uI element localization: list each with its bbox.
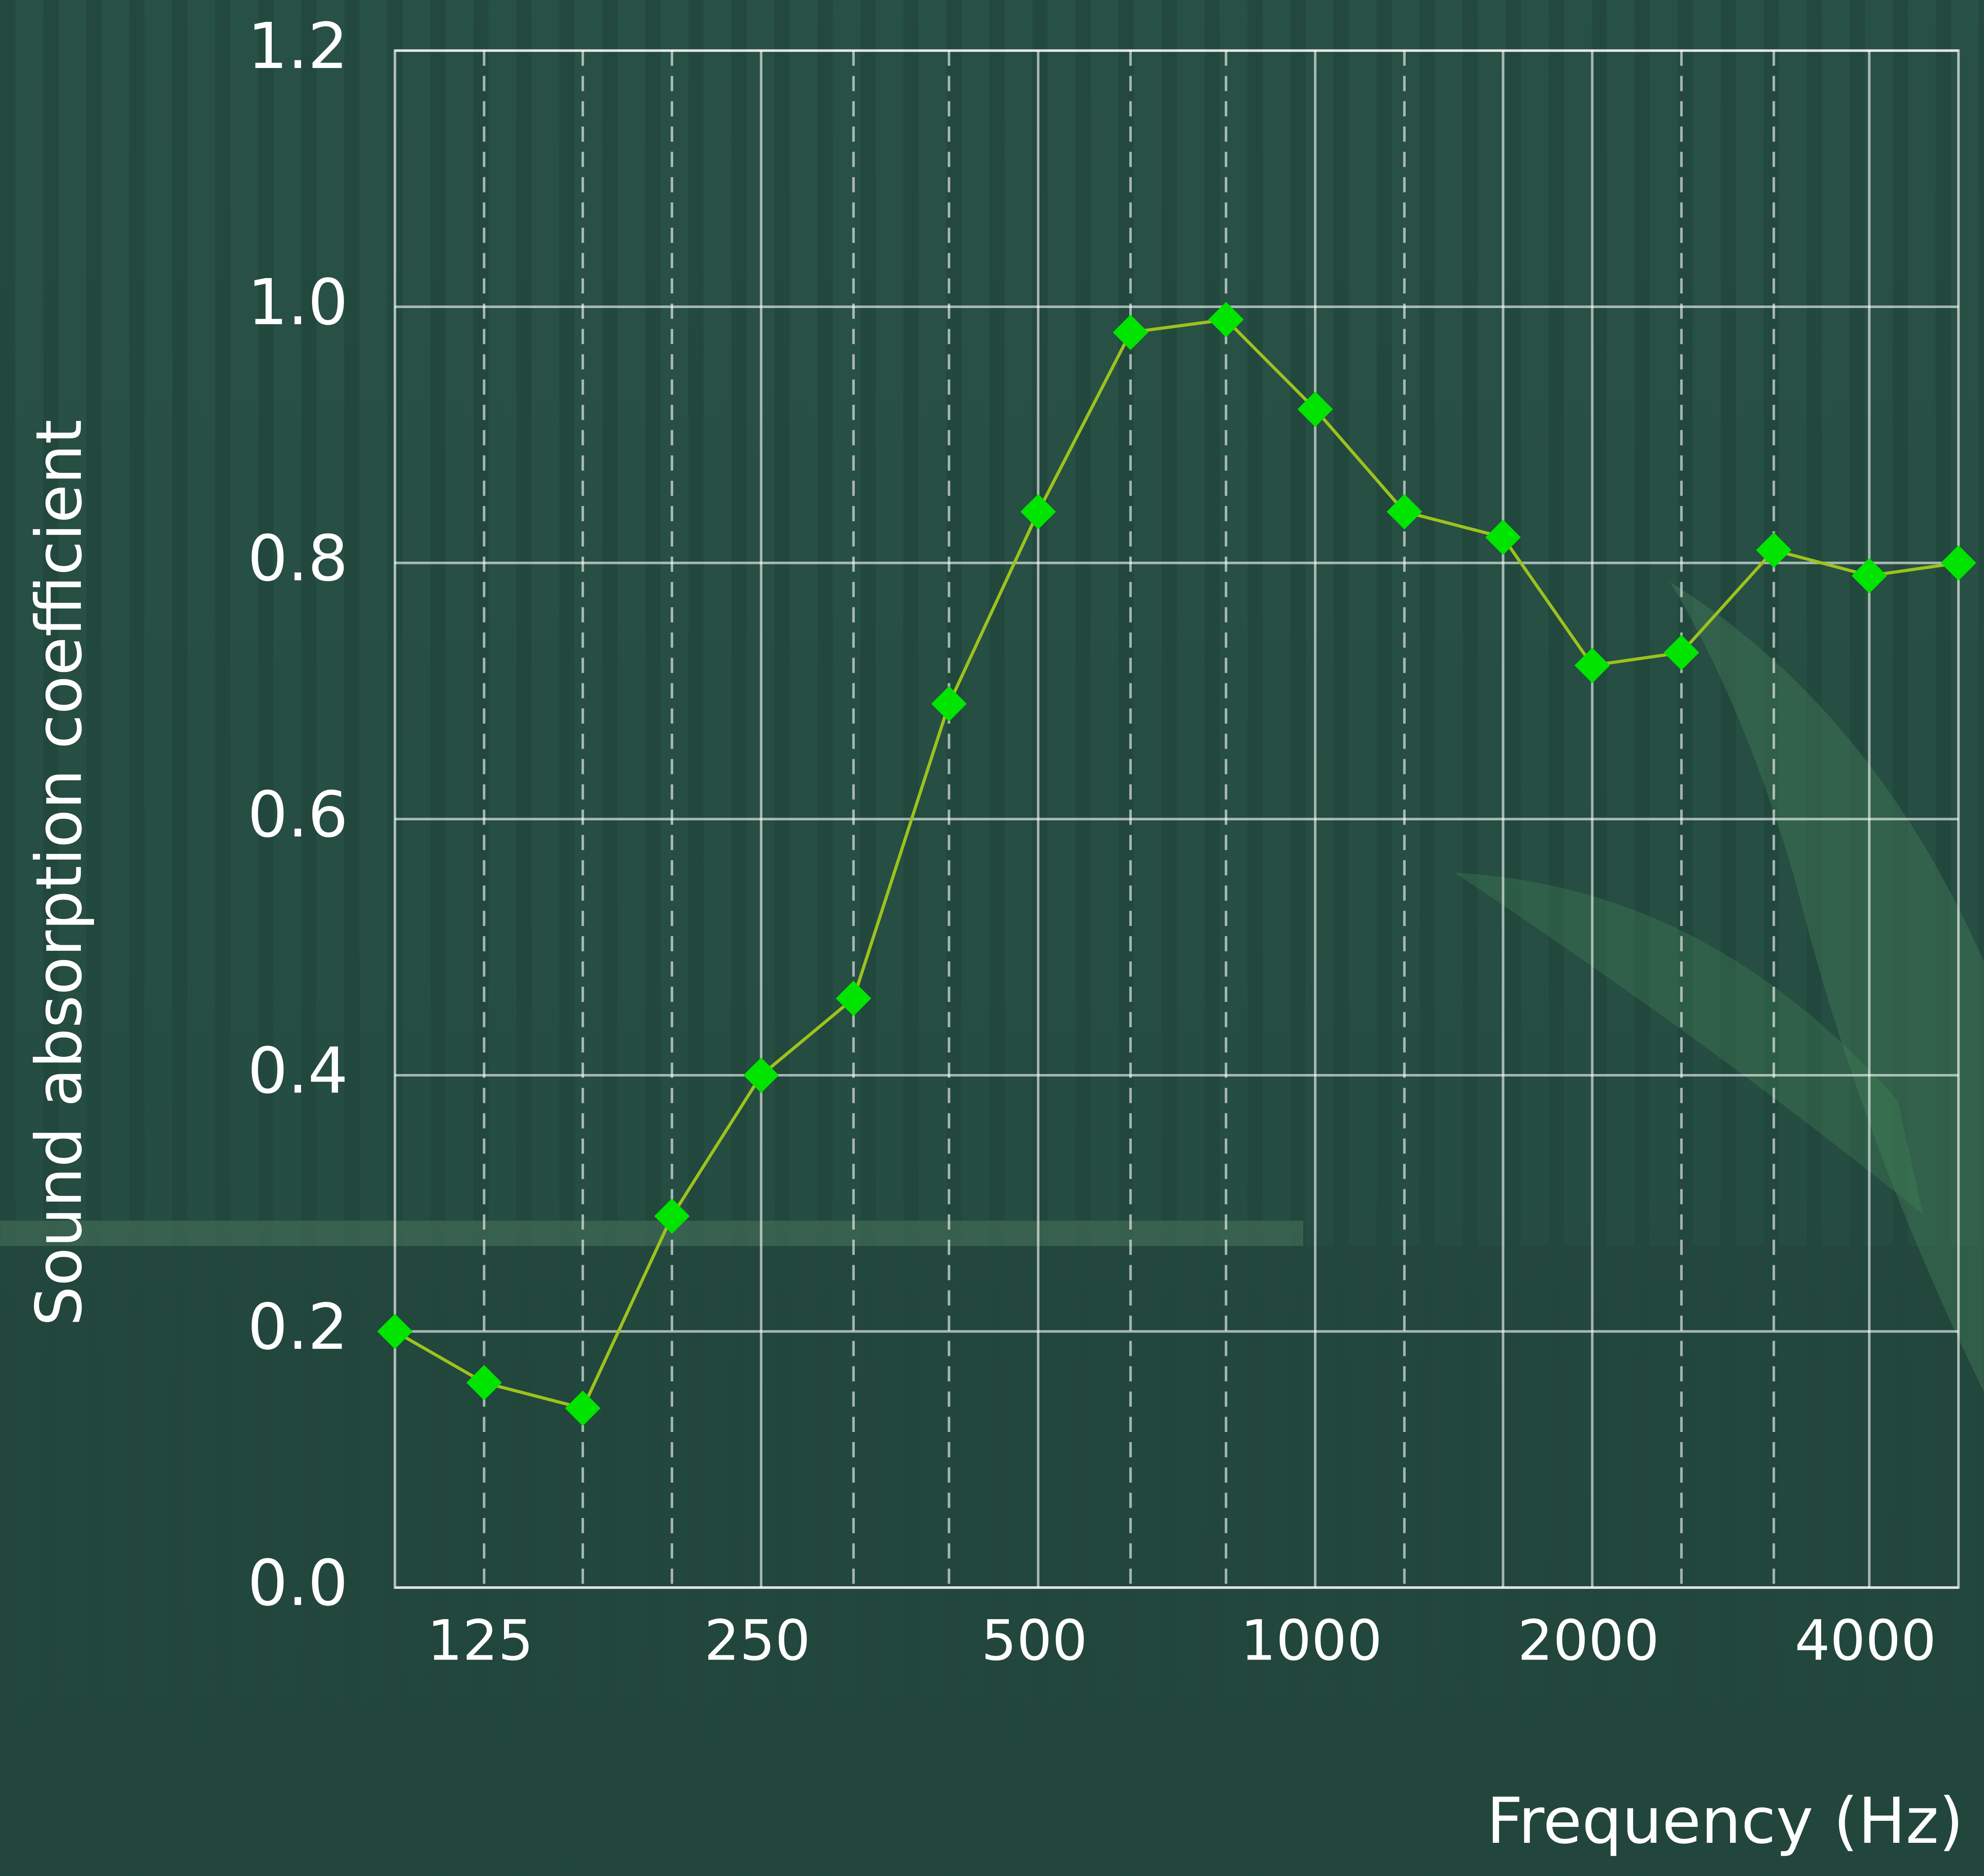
x-tick-label: 250 (704, 1608, 811, 1673)
y-tick-label: 0.2 (248, 1290, 348, 1364)
y-tick-label: 0.0 (248, 1546, 348, 1620)
x-tick-label: 4000 (1795, 1608, 1936, 1673)
y-tick-label: 0.4 (248, 1034, 348, 1108)
y-tick-label: 0.8 (248, 522, 348, 596)
y-axis-label: Sound absorption coefficient (22, 420, 96, 1326)
x-tick-label: 1000 (1240, 1608, 1382, 1673)
x-tick-label: 125 (427, 1608, 534, 1673)
y-tick-label: 0.6 (248, 778, 348, 852)
x-tick-label: 2000 (1518, 1608, 1659, 1673)
chart: 0.0 0.2 0.4 0.6 0.8 1.0 1.2 125 250 500 1000 2000 40… (0, 0, 1984, 1876)
x-tick-label: 500 (981, 1608, 1088, 1673)
y-tick-label: 1.0 (248, 266, 348, 339)
y-tick-label: 1.2 (248, 10, 348, 83)
x-axis-label: Frequency (Hz) (1486, 1784, 1963, 1858)
